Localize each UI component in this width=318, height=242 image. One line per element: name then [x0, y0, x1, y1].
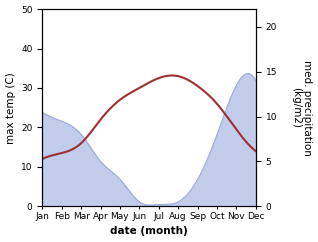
Y-axis label: med. precipitation
(kg/m2): med. precipitation (kg/m2) [291, 60, 313, 156]
X-axis label: date (month): date (month) [110, 227, 188, 236]
Y-axis label: max temp (C): max temp (C) [5, 72, 16, 144]
